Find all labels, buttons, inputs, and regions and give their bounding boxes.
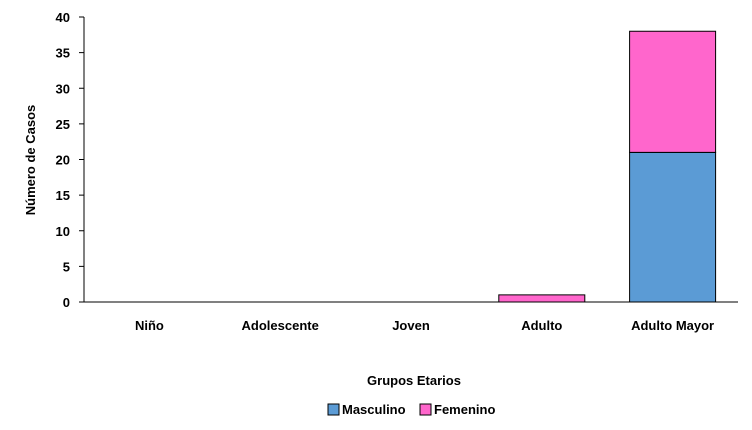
axes-layer [79,16,738,303]
x-axis-title: Grupos Etarios [367,373,461,388]
legend-label-masculino: Masculino [342,402,406,417]
x-tick-labels: Niño Adolescente Joven Adulto Adulto Mayor [135,318,714,333]
y-tick-label: 0 [63,295,70,310]
legend: Masculino Femenino [327,402,495,417]
bars-layer [498,30,717,303]
y-tick-label: 40 [56,10,70,25]
x-tick-label: Adulto Mayor [631,318,714,333]
bar-femenino-3 [498,294,586,303]
y-tick-label: 25 [56,117,70,132]
y-tick-label: 10 [56,224,70,239]
x-tick-label: Joven [392,318,430,333]
x-tick-label: Adolescente [242,318,319,333]
legend-label-femenino: Femenino [434,402,495,417]
x-tick-label: Niño [135,318,164,333]
y-tick-label: 30 [56,81,70,96]
y-tick-labels: 0 5 10 15 20 25 30 35 40 [56,10,70,310]
x-tick-label: Adulto [521,318,562,333]
bar-masculino-4 [629,151,717,303]
y-tick-label: 5 [63,259,70,274]
y-axis-title: Número de Casos [23,105,38,216]
legend-swatch-masculino [327,403,340,416]
bar-femenino-4 [629,30,717,153]
y-tick-label: 15 [56,188,70,203]
legend-swatch-femenino [419,403,432,416]
y-tick-label: 35 [56,46,70,61]
y-tick-label: 20 [56,153,70,168]
